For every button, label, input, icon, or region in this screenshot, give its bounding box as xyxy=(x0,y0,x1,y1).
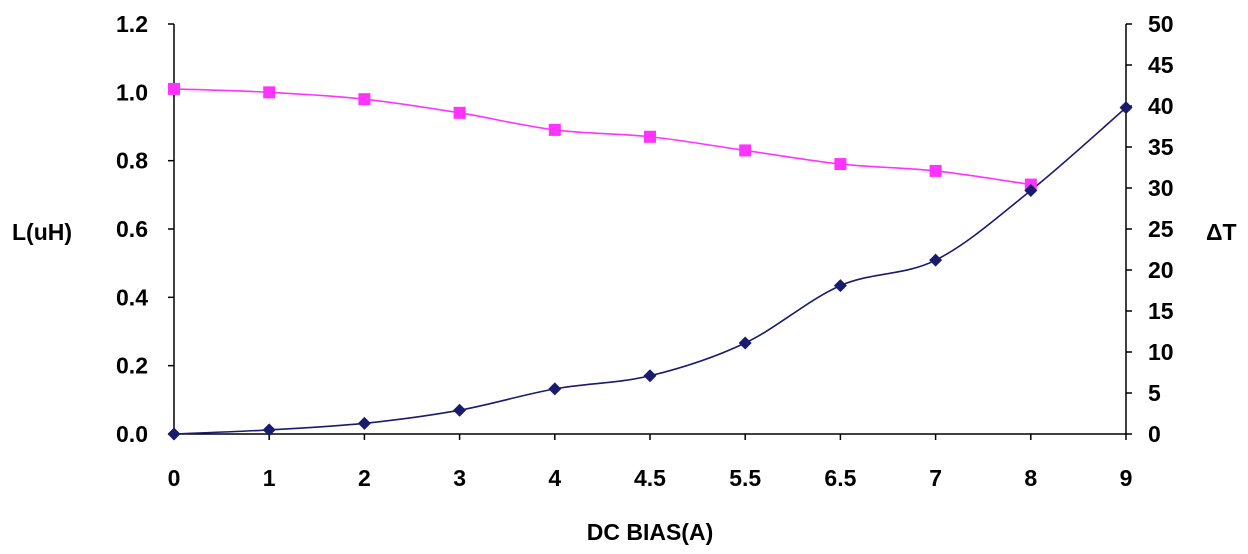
x-tick-label: 7 xyxy=(929,465,942,491)
right-y-tick-label: 40 xyxy=(1148,93,1174,119)
x-tick-label: 4.5 xyxy=(634,465,666,491)
x-tick-label: 4 xyxy=(548,465,561,491)
x-tick-label: 2 xyxy=(358,465,371,491)
right-y-tick-label: 50 xyxy=(1148,11,1174,37)
delta-t-point xyxy=(262,423,276,437)
right-y-tick-label: 5 xyxy=(1148,380,1161,406)
right-y-tick-label: 25 xyxy=(1148,216,1174,242)
x-axis-ticks: 0 1 2 3 4 4.5 5.5 6.5 7 8 9 xyxy=(168,434,1133,491)
x-tick-label: 8 xyxy=(1024,465,1037,491)
delta-t-point xyxy=(929,253,943,267)
inductance-point xyxy=(644,130,656,143)
inductance-point xyxy=(834,158,847,171)
x-tick-label: 0 xyxy=(168,465,181,491)
inductance-point xyxy=(739,144,752,157)
x-tick-label: 3 xyxy=(453,465,466,491)
inductance-point xyxy=(358,93,371,106)
delta-t-point xyxy=(1024,183,1038,197)
inductance-point xyxy=(548,123,561,136)
left-y-tick-label: 0.4 xyxy=(116,284,148,310)
delta-t-point xyxy=(833,279,847,293)
left-y-tick-label: 1.0 xyxy=(116,79,148,105)
right-y-tick-label: 10 xyxy=(1148,339,1174,365)
delta-t-point xyxy=(1119,101,1133,115)
x-axis-title: DC BIAS(A) xyxy=(587,519,714,545)
delta-t-point xyxy=(643,369,657,383)
right-y-axis-title: ΔT xyxy=(1206,219,1237,245)
delta-t-point xyxy=(548,382,562,396)
right-y-tick-label: 15 xyxy=(1148,298,1174,324)
series-markers xyxy=(167,82,1133,441)
right-y-tick-label: 35 xyxy=(1148,134,1174,160)
left-y-tick-label: 0.6 xyxy=(116,216,148,242)
delta-t-point xyxy=(453,403,467,417)
series-line-inductance xyxy=(173,88,1031,186)
left-y-tick-label: 0.2 xyxy=(116,353,148,379)
x-tick-label: 6.5 xyxy=(824,465,856,491)
right-y-tick-label: 45 xyxy=(1148,52,1174,78)
series-line-delta-t xyxy=(173,107,1127,435)
left-y-axis-title: L(uH) xyxy=(12,219,72,245)
inductance-point xyxy=(453,106,466,119)
series-lines xyxy=(173,88,1127,435)
x-tick-label: 9 xyxy=(1120,465,1133,491)
inductance-point xyxy=(168,82,180,95)
x-tick-label: 5.5 xyxy=(729,465,761,491)
right-y-tick-label: 0 xyxy=(1148,421,1161,447)
inductance-point xyxy=(263,86,276,99)
left-y-tick-label: 0.8 xyxy=(116,148,148,174)
delta-t-point xyxy=(357,416,371,430)
inductance-point xyxy=(929,164,942,177)
left-y-tick-label: 1.2 xyxy=(116,11,148,37)
left-y-axis-ticks: 0.0 0.2 0.4 0.6 0.8 1.0 1.2 xyxy=(116,11,174,447)
left-y-tick-label: 0.0 xyxy=(116,421,148,447)
x-tick-label: 1 xyxy=(263,465,276,491)
right-y-axis-ticks: 0 5 10 15 20 25 30 35 40 45 50 xyxy=(1126,11,1174,447)
delta-t-point xyxy=(167,427,181,441)
right-y-tick-label: 30 xyxy=(1148,175,1174,201)
right-y-tick-label: 20 xyxy=(1148,257,1174,283)
delta-t-point xyxy=(738,336,752,350)
